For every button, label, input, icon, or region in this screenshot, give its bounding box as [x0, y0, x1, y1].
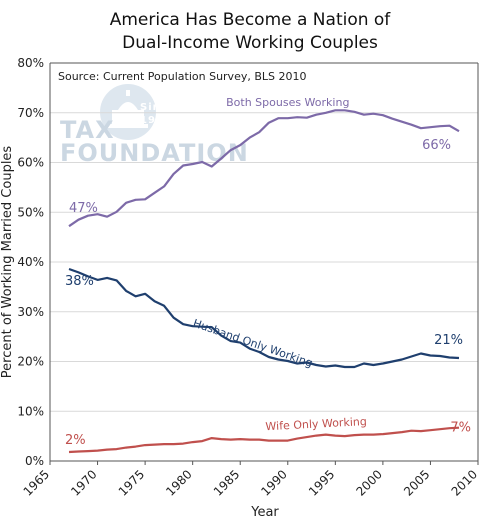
series-end-label: 7%: [450, 421, 471, 436]
y-tick-label: 30%: [17, 305, 44, 319]
series-lines: [68, 109, 460, 454]
x-tick-label: 1990: [258, 467, 289, 498]
x-tick-label: 1985: [211, 467, 242, 498]
y-tick-label: 70%: [17, 106, 44, 120]
source-note: Source: Current Population Survey, BLS 2…: [58, 70, 307, 83]
watermark-seal-text-1: Since: [140, 102, 175, 113]
tax-foundation-watermark: Since 1937 TAX FOUNDATION: [60, 84, 248, 167]
x-tick-label: 1980: [163, 467, 194, 498]
x-tick-label: 1995: [306, 467, 337, 498]
chart-title-line-1: America Has Become a Nation of: [109, 10, 391, 30]
series-line-wife-only-working: [68, 426, 460, 454]
y-tick-label: 50%: [17, 205, 44, 219]
series-start-label: 38%: [65, 274, 94, 289]
x-tick-label: 2010: [449, 467, 480, 498]
y-tick-label: 80%: [17, 56, 44, 70]
series-name-label: Both Spouses Working: [226, 96, 349, 109]
x-tick-label: 2005: [401, 467, 432, 498]
watermark-seal-text-2: 1937: [140, 115, 172, 126]
watermark-text-1: TAX: [60, 116, 115, 144]
y-tick-label: 40%: [17, 255, 44, 269]
x-tick-label: 1975: [116, 467, 147, 498]
x-tick-label: 2000: [354, 467, 385, 498]
series-end-label: 21%: [434, 333, 463, 348]
series-line-husband-only-working: [68, 267, 460, 369]
y-tick-label: 60%: [17, 156, 44, 170]
y-tick-label: 0%: [25, 454, 44, 468]
capitol-seal-icon: [100, 84, 156, 140]
x-axis-title: Year: [250, 505, 279, 520]
y-tick-label: 10%: [17, 404, 44, 418]
x-tick-label: 1970: [68, 467, 99, 498]
series-start-label: 47%: [69, 201, 98, 216]
series-line-both-spouses-working: [68, 109, 460, 228]
y-axis-title: Percent of Working Married Couples: [0, 146, 15, 379]
x-tick-label: 1965: [21, 467, 52, 498]
series-start-label: 2%: [65, 433, 86, 448]
series-end-label: 66%: [422, 138, 451, 153]
series-name-label: Wife Only Working: [265, 415, 367, 433]
y-tick-label: 20%: [17, 355, 44, 369]
chart-title-line-2: Dual-Income Working Couples: [122, 33, 378, 53]
